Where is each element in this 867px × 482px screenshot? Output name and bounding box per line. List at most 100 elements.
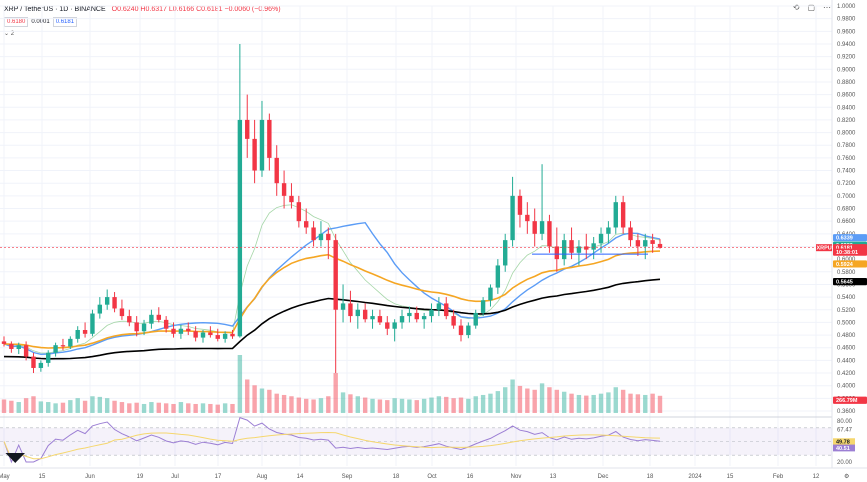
candle-body [193, 331, 198, 338]
price-tick-label: 0.5600 [837, 282, 856, 288]
candle-body [414, 312, 419, 320]
candle-body [539, 221, 545, 234]
bid-price[interactable]: 0.6180 [4, 17, 29, 27]
price-tick-label: 0.9400 [837, 42, 856, 48]
price-tick-label: 0.4400 [837, 358, 856, 364]
undo-icon[interactable]: ⟲ [792, 3, 800, 12]
volume-bar [444, 396, 449, 413]
candle-body [296, 202, 302, 222]
price-tick-label: 0.8000 [837, 131, 856, 137]
more-icon[interactable]: ⋯ [823, 3, 831, 12]
volume-bar [473, 396, 478, 413]
candle-body [245, 119, 250, 139]
price-tag [833, 260, 867, 268]
candle-body [141, 323, 147, 332]
time-tick-label: 15 [39, 474, 46, 480]
volume-bar [60, 402, 66, 413]
price-tick-label: 0.4600 [837, 346, 856, 352]
volume-bar [628, 393, 633, 413]
volume-bar [348, 394, 353, 413]
volume-bar [304, 398, 309, 413]
volume-bar [68, 400, 73, 413]
candle-body [222, 333, 228, 339]
candle-body [584, 246, 589, 250]
volume-bar [134, 402, 139, 413]
candle-body [68, 338, 73, 347]
time-tick-label: Feb [773, 474, 784, 480]
indicators-count[interactable]: 2 [10, 31, 15, 37]
price-tick-label: 0.9800 [837, 17, 856, 23]
candle-body [458, 325, 464, 336]
candle-body [480, 300, 486, 313]
candle-body [318, 233, 324, 241]
top-right-controls: ⟲ ▢ ⋯ [793, 3, 831, 12]
price-tag [833, 396, 867, 404]
ask-price[interactable]: 0.6181 [52, 17, 78, 27]
candle-body [156, 314, 161, 320]
volume-bar [326, 396, 331, 413]
volume-bar [97, 396, 103, 413]
candle-body [23, 345, 29, 357]
candle-body [60, 345, 66, 347]
volume-bar [208, 403, 213, 413]
price-tick-label: 0.6800 [837, 207, 856, 213]
time-tick-label: 12 [813, 474, 820, 480]
candle-body [466, 325, 471, 336]
candle-body [208, 332, 213, 336]
tradingview-logo-icon[interactable]: ◥◤ [6, 450, 25, 464]
volume-bar [451, 398, 456, 413]
candle-body [1, 341, 7, 344]
volume-bar [532, 389, 537, 413]
price-tag [833, 234, 867, 242]
volume-bar [561, 391, 567, 413]
price-tag-label: 10:38:01 [836, 250, 858, 256]
candle-body [333, 240, 338, 310]
candle-body [237, 119, 243, 337]
price-tick-label: 0.7200 [837, 181, 856, 187]
price-tick-label: 0.5400 [837, 295, 856, 301]
candle-body [75, 330, 80, 339]
candle-body [495, 265, 501, 288]
candle-body [525, 214, 530, 222]
price-tick-label: 0.4000 [837, 384, 856, 390]
rsi-tick-label: 67.47 [837, 428, 853, 434]
time-tick-label: 17 [215, 474, 222, 480]
price-tick-label: 0.6600 [837, 219, 856, 225]
price-tick-label: 0.4200 [837, 371, 856, 377]
volume-bar [385, 400, 390, 413]
price-tick-label: 0.6000 [837, 257, 856, 263]
candle-body [643, 240, 648, 247]
volume-bar [75, 398, 80, 413]
volume-bar [149, 402, 154, 413]
indicators-toggle-icon[interactable]: ⌄ [4, 31, 10, 37]
time-tick-label: 14 [297, 474, 304, 480]
time-tick-label: 16 [467, 474, 474, 480]
candle-body [598, 233, 604, 244]
price-tick-label: 0.9200 [837, 55, 856, 61]
volume-bar [53, 403, 58, 413]
price-tick-label: 0.9600 [837, 29, 856, 35]
spread-value: 0.0001 [31, 18, 50, 25]
candle-body [635, 240, 641, 247]
candle-body [473, 312, 478, 326]
candle-body [281, 183, 287, 196]
candle-body [267, 119, 272, 158]
ma-blue-line [3, 221, 661, 356]
settings-gear-icon[interactable]: ⚙ [844, 473, 849, 480]
candle-body [289, 195, 294, 203]
fullscreen-icon[interactable]: ▢ [807, 3, 815, 12]
volume-bar [421, 398, 427, 413]
candlesticks [1, 43, 663, 374]
symbol-title[interactable]: XRP / TetherUS · 1D · BINANCE [4, 6, 106, 13]
rsi-ma-line [3, 431, 661, 460]
volume-bar [399, 398, 405, 413]
volume-bar [245, 379, 250, 413]
volume-bar [9, 400, 14, 413]
volume-bar [200, 403, 206, 413]
candle-body [119, 308, 125, 317]
volume-bar [613, 387, 618, 413]
candle-body [112, 297, 117, 309]
time-axis: May 15 Jun 19 Jul 17 Aug 14 Sep 18 Oct 16 Nov 13 Dec 18… [0, 467, 867, 480]
price-axis: 1.0000 0.9800 0.9600 0.9400 0.9200 0.9000 0.88… [816, 0, 867, 468]
